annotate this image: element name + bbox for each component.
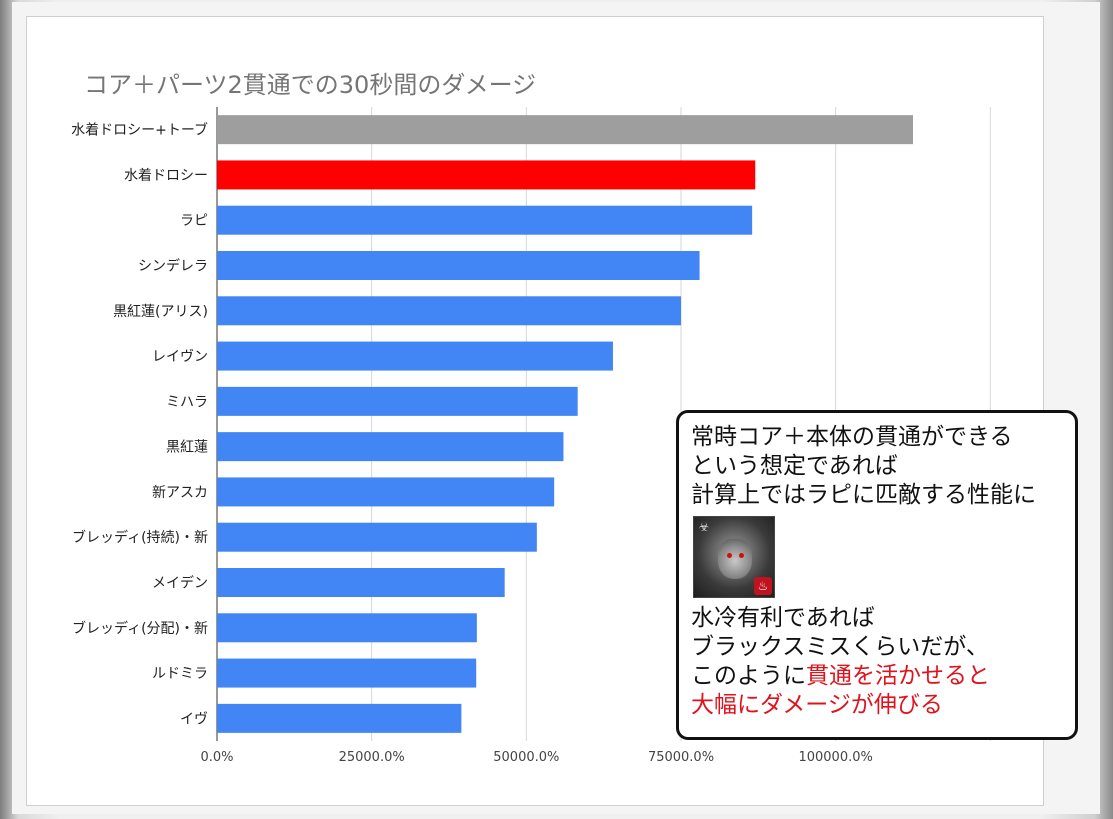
x-tick-label: 50000.0% [493,750,559,765]
callout-line-6-prefix: このように [691,663,806,689]
bar [217,160,756,190]
category-label: ミハラ [166,394,208,410]
category-label: シンデレラ [138,258,208,275]
bar-chart: 0.0% 25000.0% 50000.0% 75000.0% 100000.0% 水着ド… [71,107,991,765]
avatar-eye-right [739,553,744,558]
callout-line-6: このように貫通を活かせると [691,662,1065,691]
category-label: ブレッディ(分配)・新 [72,620,208,637]
category-label: ラピ [180,213,208,229]
fire-element-icon: ♨ [754,577,772,595]
bar [217,522,537,552]
category-label: レイヴン [152,348,208,365]
bar [217,613,477,643]
bar [217,568,505,597]
category-label: ブレッディ(持続)・新 [72,529,208,546]
bar [217,386,578,416]
callout-line-1: 常時コア＋本体の貫通ができる [691,424,1013,450]
callout-line-3: 計算上ではラピに匹敵する性能に [691,482,1036,508]
bar [217,477,555,507]
bar [217,341,613,371]
category-label: メイデン [152,575,208,592]
callout-line-2: という想定であれば [691,453,898,479]
bar [217,115,913,145]
callout-line-7: 大幅にダメージが伸びる [691,692,943,718]
bar [217,251,700,280]
avatar-face [718,539,752,579]
category-label: イヴ [180,710,208,727]
callout-line-4: 水冷有利であれば [691,605,875,631]
x-tick-label: 100000.0% [798,750,872,765]
avatar-eye-left [727,553,732,558]
category-label: 黒紅蓮(アリス) [113,304,208,320]
x-tick-label: 0.0% [200,750,233,765]
biohazard-icon: ☣ [698,520,710,534]
bar [217,296,681,326]
bar [217,703,462,733]
callout-line-6-highlight: 貫通を活かせると [806,663,990,689]
category-label: 黒紅蓮 [166,440,208,456]
bar [217,658,477,688]
category-label: 水着ドロシー [124,168,208,184]
category-label: 新アスカ [152,485,208,501]
chart-title: コア＋パーツ2貫通での30秒間のダメージ [84,71,537,99]
x-tick-label: 75000.0% [648,750,714,765]
bar [217,432,564,462]
character-portrait-icon: ☣ ♨ [693,516,775,598]
bar [217,205,753,235]
callout-line-5: ブラックスミスくらいだが、 [691,634,989,660]
category-label: ルドミラ [152,666,208,682]
x-tick-label: 25000.0% [339,750,405,765]
category-label: 水着ドロシー+トーブ [71,122,208,139]
annotation-callout: 常時コア＋本体の貫通ができる という想定であれば 計算上ではラピに匹敵する性能に… [676,410,1078,740]
